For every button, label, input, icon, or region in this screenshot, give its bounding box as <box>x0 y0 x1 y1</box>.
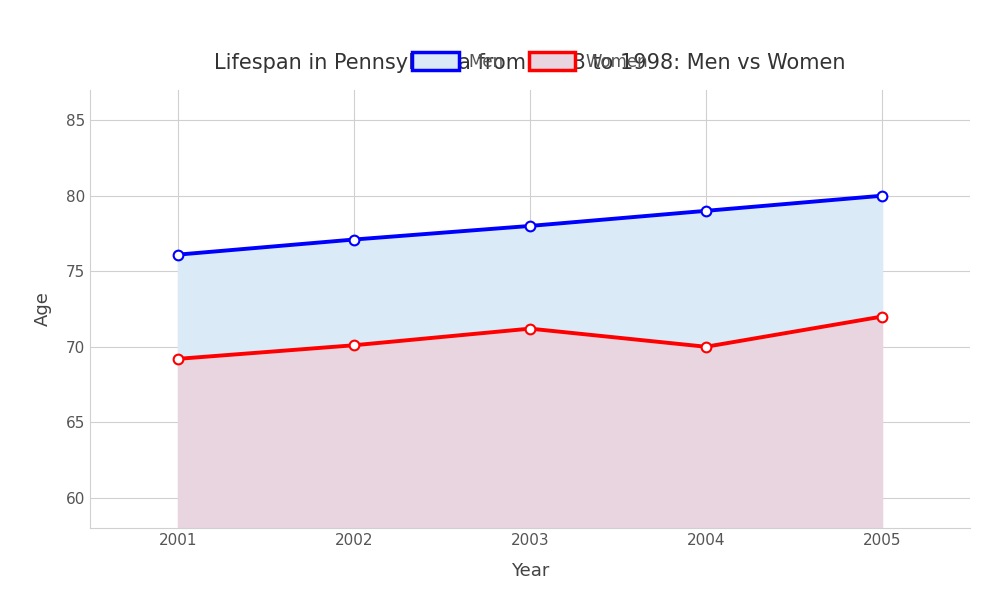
X-axis label: Year: Year <box>511 562 549 580</box>
Y-axis label: Age: Age <box>34 292 52 326</box>
Title: Lifespan in Pennsylvania from 1963 to 1998: Men vs Women: Lifespan in Pennsylvania from 1963 to 19… <box>214 53 846 73</box>
Legend: Men, Women: Men, Women <box>405 46 655 77</box>
